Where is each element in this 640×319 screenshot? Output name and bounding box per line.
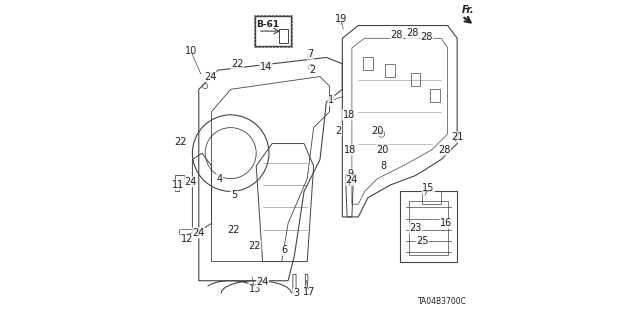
Text: 22: 22 bbox=[228, 225, 240, 235]
Text: 28: 28 bbox=[438, 145, 451, 155]
Text: 10: 10 bbox=[185, 46, 197, 56]
Text: 24: 24 bbox=[204, 71, 216, 82]
Text: 19: 19 bbox=[335, 14, 347, 24]
Text: 22: 22 bbox=[248, 241, 261, 251]
Bar bbox=[411, 73, 420, 86]
Text: 21: 21 bbox=[451, 132, 463, 142]
Bar bbox=[410, 201, 447, 255]
Text: 15: 15 bbox=[422, 183, 435, 193]
Text: 24: 24 bbox=[257, 277, 269, 287]
Bar bbox=[279, 29, 288, 43]
Bar bbox=[255, 16, 291, 46]
Bar bbox=[385, 64, 395, 77]
Bar bbox=[254, 15, 292, 47]
Text: 8: 8 bbox=[381, 161, 387, 171]
Text: 11: 11 bbox=[172, 180, 184, 190]
Text: 7: 7 bbox=[307, 49, 314, 59]
Text: 2: 2 bbox=[309, 65, 315, 75]
Text: 18: 18 bbox=[342, 110, 355, 120]
Text: 20: 20 bbox=[376, 145, 388, 155]
Text: Fr.: Fr. bbox=[462, 5, 475, 15]
Text: 16: 16 bbox=[440, 218, 452, 228]
Text: 24: 24 bbox=[193, 228, 205, 238]
Text: 17: 17 bbox=[303, 287, 315, 297]
Text: 9: 9 bbox=[348, 169, 353, 179]
Text: 13: 13 bbox=[248, 284, 260, 294]
Text: 20: 20 bbox=[371, 126, 383, 136]
Text: 25: 25 bbox=[416, 236, 428, 246]
Text: 2: 2 bbox=[335, 126, 342, 136]
Text: 18: 18 bbox=[344, 145, 356, 155]
Text: 24: 24 bbox=[346, 175, 358, 185]
Bar bbox=[430, 89, 440, 102]
Text: 12: 12 bbox=[181, 234, 194, 244]
Text: 28: 28 bbox=[420, 32, 433, 42]
Text: 28: 28 bbox=[406, 28, 419, 39]
Text: 1: 1 bbox=[328, 95, 334, 106]
Text: 4: 4 bbox=[216, 174, 223, 184]
Text: 3: 3 bbox=[293, 288, 299, 299]
Text: B-61: B-61 bbox=[256, 20, 279, 29]
Text: 23: 23 bbox=[410, 223, 422, 233]
Text: 22: 22 bbox=[174, 137, 186, 147]
Text: TA04B3700C: TA04B3700C bbox=[418, 297, 467, 306]
Text: 6: 6 bbox=[282, 245, 288, 256]
Bar bbox=[400, 191, 457, 262]
Text: 14: 14 bbox=[260, 62, 272, 72]
Text: 28: 28 bbox=[390, 30, 403, 40]
Text: 24: 24 bbox=[184, 177, 197, 187]
Bar bbox=[363, 57, 372, 70]
Text: 22: 22 bbox=[231, 59, 243, 69]
Text: 5: 5 bbox=[231, 189, 237, 200]
Bar bbox=[422, 191, 441, 204]
